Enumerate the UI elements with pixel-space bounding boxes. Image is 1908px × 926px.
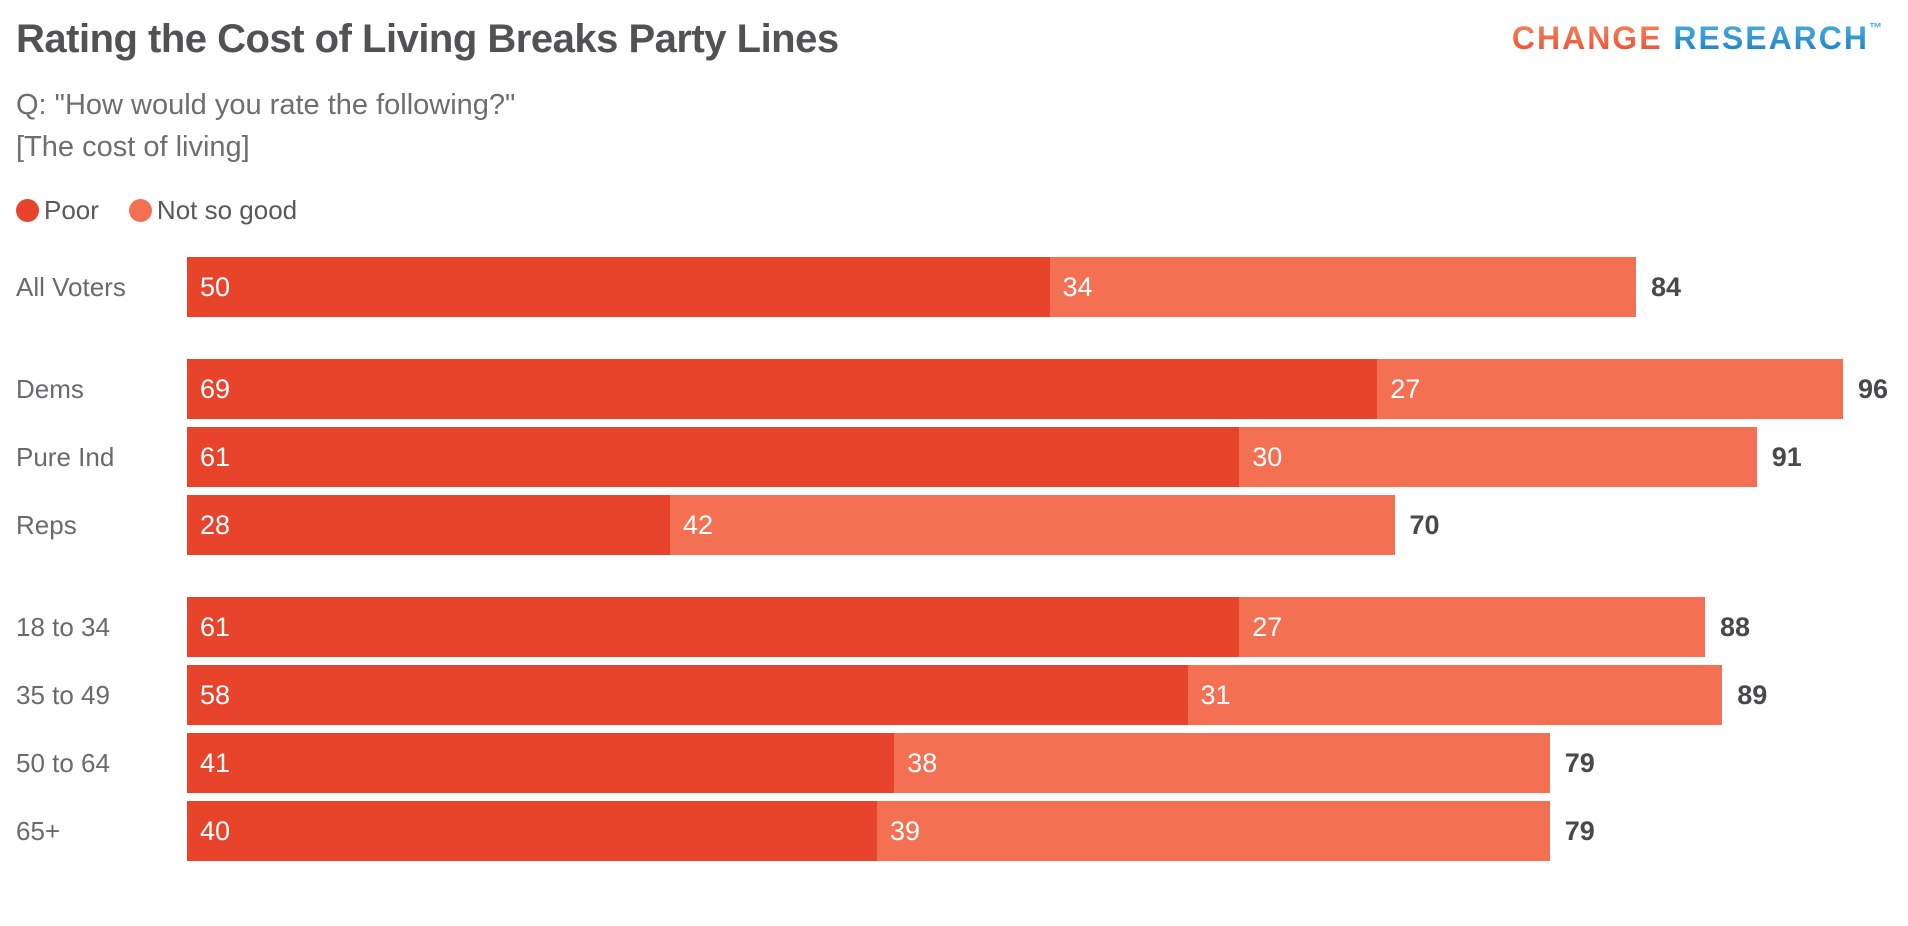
bar-segment-not-so-good: 38	[894, 733, 1550, 794]
bar-row: 50 to 64 41 38 79	[0, 733, 1908, 794]
bar-track: 69 27	[187, 359, 1843, 420]
bar-total-label: 88	[1720, 611, 1751, 642]
bar-segment-not-so-good: 34	[1049, 257, 1636, 318]
bar-total-label: 84	[1651, 271, 1682, 302]
bar-total-label: 91	[1771, 441, 1802, 472]
bar-row-label: Pure Ind	[16, 441, 115, 472]
bar-segment-poor: 41	[187, 733, 895, 794]
logo-research-text: RESEARCH	[1673, 20, 1869, 56]
bar-segment-value: 34	[1062, 271, 1093, 302]
bar-track: 61 27	[187, 597, 1705, 658]
bar-segment-value: 40	[200, 815, 231, 846]
bar-segment-poor: 28	[187, 495, 670, 556]
bar-segment-value: 30	[1252, 441, 1283, 472]
bar-segment-not-so-good: 42	[670, 495, 1395, 556]
legend-label: Poor	[44, 195, 99, 226]
bar-total-label: 70	[1409, 509, 1440, 540]
bar-segment-value: 50	[200, 271, 231, 302]
bar-segment-value: 38	[907, 747, 938, 778]
bar-segment-value: 27	[1390, 373, 1421, 404]
bar-row-label: 18 to 34	[16, 611, 110, 642]
bar-segment-poor: 61	[187, 597, 1240, 658]
bar-row: 35 to 49 58 31 89	[0, 665, 1908, 726]
legend-swatch-circle-icon	[128, 199, 152, 223]
bar-segment-value: 61	[200, 441, 231, 472]
legend-label: Not so good	[156, 195, 298, 226]
bar-row: Reps 28 42 70	[0, 495, 1908, 556]
trademark-symbol: ™	[1869, 20, 1882, 35]
bar-track: 58 31	[187, 665, 1723, 726]
bar-row: Dems 69 27 96	[0, 359, 1908, 420]
legend-item: Poor	[16, 195, 99, 226]
bar-segment-not-so-good: 30	[1239, 427, 1757, 488]
bar-track: 40 39	[187, 801, 1550, 862]
bar-total-label: 96	[1858, 373, 1889, 404]
header: Rating the Cost of Living Breaks Party L…	[0, 0, 1908, 62]
logo-change-text: CHANGE	[1511, 20, 1663, 56]
bar-segment-not-so-good: 27	[1239, 597, 1705, 658]
bar-total-label: 89	[1737, 679, 1768, 710]
bar-segment-value: 69	[200, 373, 231, 404]
bar-segment-not-so-good: 39	[877, 801, 1550, 862]
change-research-logo: CHANGE RESEARCH™	[1512, 20, 1882, 57]
bar-row-label: 35 to 49	[16, 679, 110, 710]
bar-row-label: All Voters	[16, 271, 126, 302]
bar-segment-poor: 61	[187, 427, 1240, 488]
bar-segment-value: 31	[1200, 679, 1231, 710]
bar-total-label: 79	[1564, 747, 1595, 778]
bar-segment-value: 39	[890, 815, 921, 846]
stacked-bar-chart: All Voters 50 34 84 Dems 69 27 96 Pure Ind 61 30 91…	[0, 257, 1908, 862]
bar-segment-poor: 69	[187, 359, 1378, 420]
bar-row: 65+ 40 39 79	[0, 801, 1908, 862]
bar-track: 61 30	[187, 427, 1757, 488]
bar-track: 41 38	[187, 733, 1550, 794]
bar-segment-poor: 40	[187, 801, 877, 862]
bar-row-label: Reps	[16, 509, 77, 540]
bar-segment-value: 41	[200, 747, 231, 778]
legend-item: Not so good	[128, 195, 298, 226]
bar-row-label: Dems	[16, 373, 84, 404]
bar-segment-value: 27	[1252, 611, 1283, 642]
bar-row-label: 50 to 64	[16, 747, 110, 778]
bar-segment-value: 58	[200, 679, 231, 710]
bar-row: Pure Ind 61 30 91	[0, 427, 1908, 488]
bar-segment-poor: 58	[187, 665, 1188, 726]
bar-segment-poor: 50	[187, 257, 1050, 318]
bar-track: 50 34	[187, 257, 1636, 318]
bar-segment-value: 28	[200, 509, 231, 540]
chart-subtitle: Q: "How would you rate the following?" […	[0, 84, 1908, 168]
bar-row: 18 to 34 61 27 88	[0, 597, 1908, 658]
bar-segment-value: 61	[200, 611, 231, 642]
bar-row-label: 65+	[16, 815, 61, 846]
page-title: Rating the Cost of Living Breaks Party L…	[16, 17, 839, 61]
bar-row: All Voters 50 34 84	[0, 257, 1908, 318]
bar-segment-value: 42	[683, 509, 714, 540]
subtitle-line-1: Q: "How would you rate the following?"	[16, 89, 516, 121]
subtitle-line-2: [The cost of living]	[16, 131, 250, 164]
bar-total-label: 79	[1564, 815, 1595, 846]
chart-legend: Poor Not so good	[0, 195, 1908, 226]
bar-segment-not-so-good: 31	[1187, 665, 1723, 726]
legend-swatch-circle-icon	[16, 199, 39, 223]
bar-track: 28 42	[187, 495, 1395, 556]
bar-segment-not-so-good: 27	[1377, 359, 1843, 420]
